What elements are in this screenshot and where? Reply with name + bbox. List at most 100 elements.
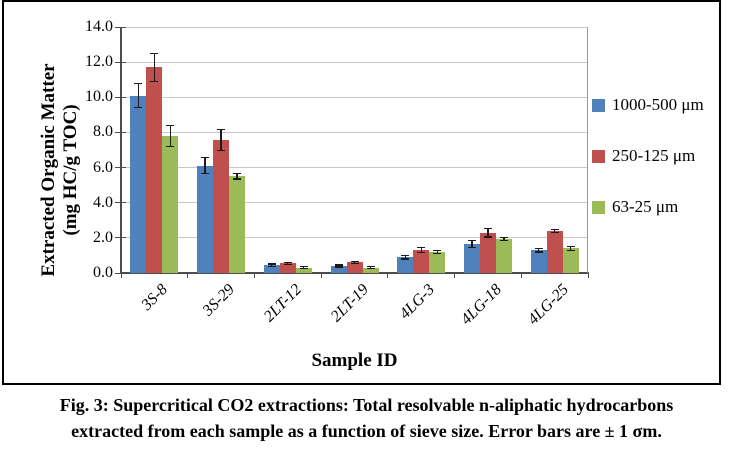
error-bar [153,53,155,82]
bar [463,244,480,273]
gridline [121,131,588,133]
bar [213,140,230,273]
error-bar-cap-bottom [233,178,242,180]
error-bar-cap-bottom [267,265,276,267]
error-bar [287,262,289,265]
y-tick-label: 10.0 [85,88,113,106]
error-bar-cap-top [550,228,559,230]
error-bar-cap-bottom [417,252,426,254]
legend-label: 250-125 μm [612,146,696,165]
caption-line1: Fig. 3: Supercritical CO2 extractions: T… [59,395,674,415]
bar [397,257,414,273]
gridline [121,96,588,98]
bar [530,250,547,273]
error-bar [137,83,139,108]
legend-swatch-icon [592,200,605,214]
error-bar [169,125,171,147]
bar [413,250,430,273]
error-bar-cap-top [366,266,375,268]
y-tick [115,131,126,133]
error-bar-cap-bottom [334,266,343,268]
error-bar-cap-bottom [433,252,442,254]
x-tick [187,273,189,278]
error-bar-cap-bottom [283,263,292,265]
bar [429,251,446,273]
bar [263,265,280,273]
x-tick [387,273,389,278]
bar [362,267,379,273]
error-bar-cap-top [201,157,210,159]
error-bar [554,229,556,233]
x-tick [253,273,255,278]
error-bar [220,129,222,151]
bar [330,265,347,273]
error-bar-cap-top [134,82,143,84]
error-bar [487,228,489,237]
gridline [121,61,588,63]
gridline [121,202,588,204]
error-bar-cap-bottom [499,239,508,241]
error-bar-cap-top [417,246,426,249]
error-bar-cap-bottom [201,173,210,175]
error-bar [436,250,438,254]
error-bar [503,237,505,241]
error-bar-cap-top [433,250,442,252]
legend-item: 1000-500 μm [592,94,704,116]
y-tick [115,61,126,63]
y-tick-label: 14.0 [85,18,113,35]
error-bar [538,248,540,252]
error-bar-cap-bottom [483,236,492,238]
error-bar-cap-top [566,245,575,247]
error-bar-cap-top [233,173,242,175]
legend-swatch-icon [592,98,605,112]
bar [295,267,312,273]
y-axis-line [120,27,122,274]
bar [495,238,512,273]
caption-line2: extracted from each sample as a function… [71,421,662,441]
error-bar-cap-top [534,247,543,249]
legend-item: 63-25 μm [592,196,704,218]
bar [146,67,163,273]
y-tick-label: 8.0 [93,123,113,141]
legend: 1000-500 μm 250-125 μm 63-25 μm [592,94,704,218]
error-bar-cap-top [166,124,175,126]
error-bar [204,157,206,174]
error-bar [303,266,305,269]
bar [279,263,296,273]
x-tick [454,273,456,278]
bar [562,248,579,273]
error-bar-cap-bottom [150,80,159,83]
error-bar-cap-bottom [166,145,175,148]
gridline [121,237,588,239]
gridline [121,26,588,28]
error-bar-cap-top [467,240,476,242]
error-bar [369,266,372,269]
y-tick [115,167,126,169]
error-bar-cap-bottom [299,268,308,270]
legend-swatch-icon [592,149,605,163]
y-tick-label: 6.0 [93,158,113,176]
error-bar-cap-top [499,236,508,238]
bar [346,262,363,273]
error-bar-cap-top [217,129,226,131]
x-tick [587,273,589,278]
bar [197,165,214,273]
bar [546,230,563,273]
error-bar-cap-bottom [566,249,575,252]
x-axis-title: Sample ID [311,350,398,371]
error-bar-cap-top [350,260,359,262]
x-tick [120,273,122,278]
error-bar-cap-top [299,266,308,268]
error-bar [420,247,422,253]
error-bar-cap-top [401,254,410,257]
x-axis-line [120,272,589,274]
error-bar-cap-bottom [217,150,226,152]
legend-label: 1000-500 μm [612,95,704,114]
y-tick [115,202,126,204]
error-bar-cap-top [283,261,292,263]
plot-right-border [587,27,588,273]
y-tick [115,96,126,98]
y-tick [115,237,126,239]
error-bar [404,255,406,259]
